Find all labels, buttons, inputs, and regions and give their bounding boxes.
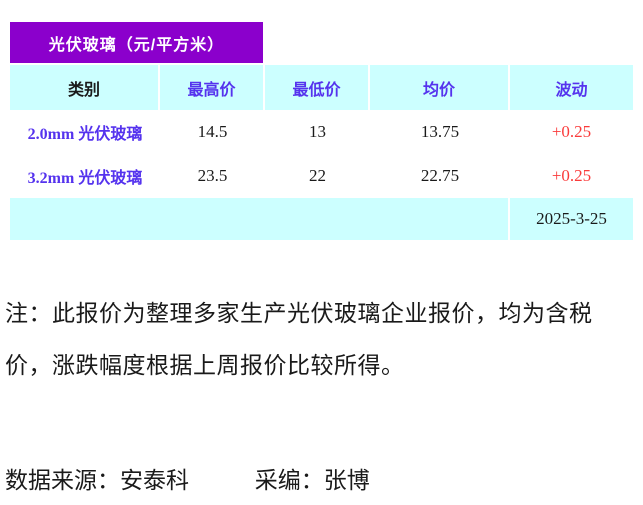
cell-low-price: 22 <box>309 166 326 185</box>
cell-change: +0.25 <box>551 166 592 185</box>
cell-change: +0.25 <box>551 122 592 141</box>
table-footer-row: 2025-3-25 <box>10 198 633 240</box>
cell-category: 2.0mm 光伏玻璃 <box>27 126 143 143</box>
note-line-2: 价，涨跌幅度根据上周报价比较所得。 <box>5 353 405 378</box>
table-row: 2.0mm 光伏玻璃 14.5 13 13.75 +0.25 <box>10 110 633 154</box>
table-row: 3.2mm 光伏玻璃 23.5 22 22.75 +0.25 <box>10 154 633 198</box>
header-change: 波动 <box>555 81 588 99</box>
cell-high-price: 23.5 <box>197 166 228 185</box>
cell-category: 3.2mm 光伏玻璃 <box>27 170 143 187</box>
note-line-1: 注：此报价为整理多家生产光伏玻璃企业报价，均为含税 <box>5 301 593 326</box>
table-header-row: 类别 最高价 最低价 均价 波动 <box>10 65 633 110</box>
page-title: 光伏玻璃（元/平方米） <box>48 36 225 54</box>
cell-high-price: 14.5 <box>197 122 228 141</box>
header-category: 类别 <box>10 65 160 110</box>
source-line: 数据来源：安泰科 采编：张博 <box>5 461 370 495</box>
data-source-label: 数据来源：安泰科 <box>5 468 189 493</box>
table-title-banner: 光伏玻璃（元/平方米） <box>10 22 263 63</box>
footer-spacer <box>10 198 510 240</box>
editor-label: 采编：张博 <box>254 468 370 493</box>
cell-low-price: 13 <box>309 122 326 141</box>
quote-date: 2025-3-25 <box>536 209 607 228</box>
header-high-price: 最高价 <box>160 65 265 110</box>
cell-avg-price: 13.75 <box>420 122 460 141</box>
header-avg-price: 均价 <box>370 65 510 110</box>
price-table: 类别 最高价 最低价 均价 波动 2.0mm 光伏玻璃 14.5 13 13.7… <box>10 65 633 240</box>
header-low-price: 最低价 <box>265 65 370 110</box>
note-text: 注：此报价为整理多家生产光伏玻璃企业报价，均为含税 价，涨跌幅度根据上周报价比较… <box>5 288 640 392</box>
cell-avg-price: 22.75 <box>420 166 460 185</box>
